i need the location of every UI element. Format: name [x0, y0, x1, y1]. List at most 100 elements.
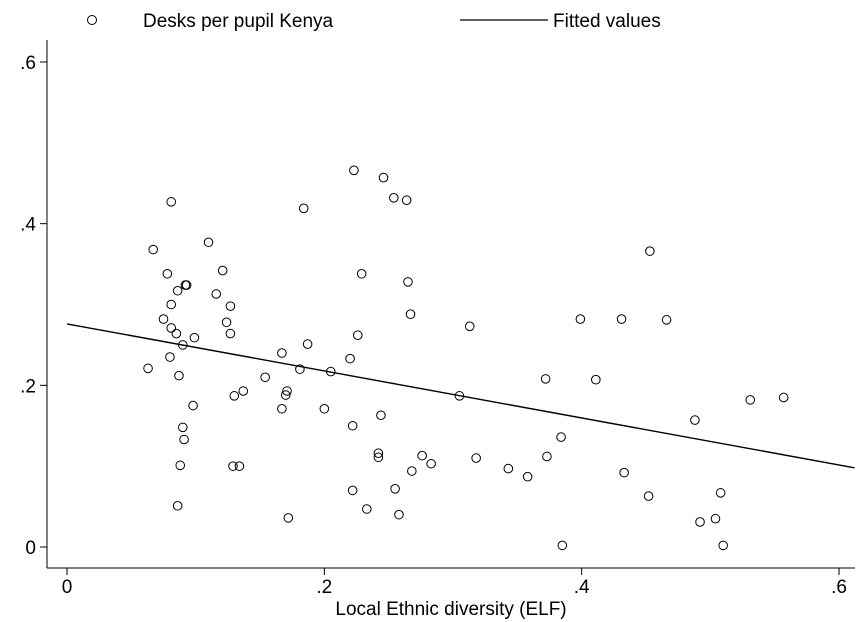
scatter-point [225, 301, 236, 311]
scatter-point [143, 363, 153, 374]
scatter-point [172, 285, 183, 296]
y-tick-label: .6 [20, 53, 36, 74]
scatter-point [426, 458, 436, 469]
scatter-point [401, 195, 412, 206]
scatter-point [162, 268, 173, 279]
scatter-point [575, 314, 586, 324]
scatter-point [661, 315, 672, 325]
scatter-point [591, 374, 601, 385]
x-tick-label: .2 [316, 577, 332, 598]
scatter-point [148, 244, 159, 255]
scatter-point [619, 467, 629, 478]
scatter-point [158, 314, 169, 324]
scatter-point [203, 237, 214, 248]
scatter-point [645, 246, 655, 256]
scatter-point [540, 374, 551, 384]
fitted-line-series [66, 323, 855, 469]
legend-label-fitted: Fitted values [553, 11, 661, 32]
scatter-point [188, 400, 198, 411]
scatter-point [234, 461, 245, 471]
scatter-point [345, 353, 355, 364]
scatter-point [373, 448, 384, 459]
scatter-point [295, 364, 305, 374]
scatter-point [298, 203, 309, 214]
axes [46, 40, 855, 569]
scatter-point [403, 277, 413, 287]
scatter-point [376, 410, 386, 421]
y-tick-label: 0 [25, 538, 36, 559]
scatter-point [394, 509, 404, 520]
scatter-point [349, 165, 359, 176]
scatter-point [745, 395, 756, 405]
y-tick-label: .2 [20, 376, 36, 397]
x-tick-label: .4 [574, 577, 590, 598]
scatter-point [378, 172, 389, 183]
scatter-point [225, 328, 236, 339]
scatter-point [373, 452, 384, 463]
scatter-point [464, 321, 475, 332]
scatter-point [352, 330, 363, 341]
scatter-point [778, 392, 789, 403]
scatter-point [556, 432, 566, 442]
scatter-point [557, 540, 568, 551]
scatter-point [217, 265, 228, 276]
scatter-points-series [143, 165, 789, 551]
scatter-point [356, 268, 367, 279]
scatter-point [325, 366, 336, 377]
scatter-point [503, 463, 514, 474]
scatter-point [522, 471, 533, 482]
scatter-point [260, 372, 270, 383]
scatter-point [616, 314, 627, 324]
y-tick-label: .4 [20, 215, 36, 236]
scatter-point [718, 540, 729, 551]
scatter-point [319, 403, 330, 414]
scatter-point [166, 197, 177, 207]
scatter-point [361, 504, 372, 514]
scatter-point [643, 491, 654, 501]
scatter-point [229, 391, 240, 401]
scatter-point [277, 348, 287, 358]
scatter-point [179, 434, 189, 445]
scatter-point [347, 420, 358, 431]
scatter-point [238, 386, 249, 396]
legend: Desks per pupil Kenya Fitted values [87, 11, 661, 32]
scatter-point [407, 466, 417, 476]
scatter-point [417, 450, 427, 461]
y-axis-ticks: 0 .2 .4 .6 [20, 53, 47, 559]
legend-label-desks: Desks per pupil Kenya [143, 11, 334, 32]
scatter-point [178, 422, 188, 433]
scatter-point [178, 340, 188, 350]
scatter-point [280, 390, 291, 400]
x-axis-title: Local Ethnic diversity (ELF) [335, 599, 566, 620]
scatter-point [405, 309, 416, 320]
scatter-point [166, 299, 177, 310]
scatter-point [277, 403, 287, 414]
x-tick-label: 0 [62, 577, 73, 598]
scatter-point [189, 332, 200, 343]
scatter-point [181, 280, 192, 290]
scatter-point [171, 328, 182, 339]
scatter-point [690, 415, 700, 425]
scatter-point [347, 485, 358, 496]
scatter-point [282, 386, 292, 396]
x-axis-ticks: 0 .2 .4 .6 [62, 568, 847, 598]
legend-item-fitted: Fitted values [460, 11, 661, 32]
legend-item-desks: Desks per pupil Kenya [87, 11, 334, 32]
fitted-values-line [66, 323, 855, 469]
scatter-point [174, 370, 184, 381]
scatter-point [390, 484, 400, 494]
scatter-point [211, 289, 222, 299]
scatter-point [471, 453, 481, 463]
scatter-point [166, 323, 177, 333]
scatter-point [542, 451, 552, 462]
scatter-point [283, 513, 294, 523]
scatter-point [172, 500, 183, 511]
scatter-point [454, 391, 465, 401]
scatter-point [175, 460, 186, 471]
legend-hollow-circle-marker [87, 15, 97, 25]
scatter-point [389, 193, 399, 203]
scatter-point [695, 517, 705, 527]
scatter-point [715, 488, 726, 498]
scatter-point [165, 352, 175, 362]
scatter-point [302, 339, 313, 349]
